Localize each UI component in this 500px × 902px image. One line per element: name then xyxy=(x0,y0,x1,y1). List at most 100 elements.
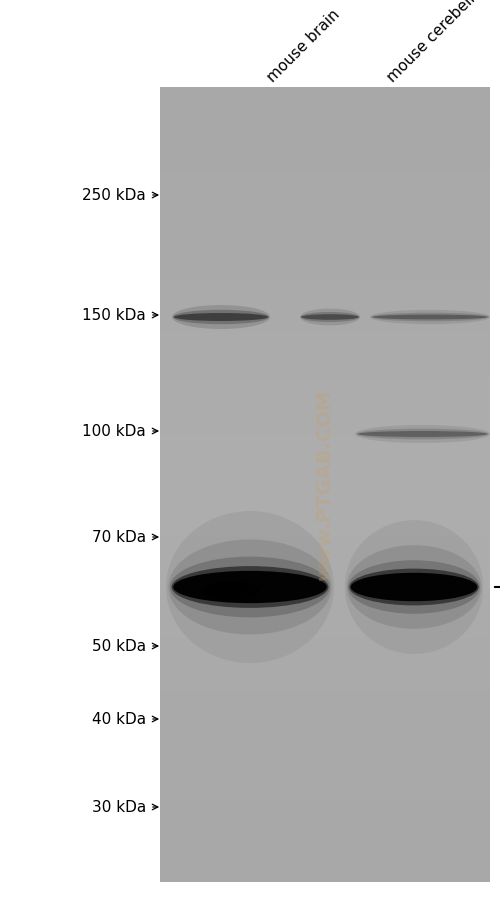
Bar xyxy=(160,577,490,581)
Bar xyxy=(160,244,490,247)
Bar xyxy=(160,336,490,340)
Bar xyxy=(160,392,490,396)
Bar xyxy=(160,289,490,292)
Bar xyxy=(160,164,490,168)
Bar xyxy=(160,810,490,814)
Bar xyxy=(160,492,490,496)
Bar xyxy=(160,209,490,213)
Bar xyxy=(160,587,490,591)
Bar xyxy=(160,434,490,437)
Bar xyxy=(160,154,490,158)
Bar xyxy=(160,283,490,287)
Bar xyxy=(160,691,490,695)
Bar xyxy=(160,305,490,308)
Bar xyxy=(160,720,490,723)
Bar xyxy=(160,112,490,115)
Bar xyxy=(160,624,490,628)
Bar xyxy=(160,664,490,667)
Bar xyxy=(160,704,490,707)
Ellipse shape xyxy=(300,313,360,323)
Bar xyxy=(160,649,490,652)
Bar xyxy=(160,754,490,758)
Ellipse shape xyxy=(358,431,488,437)
Bar xyxy=(160,281,490,284)
Bar xyxy=(160,458,490,462)
Bar xyxy=(160,373,490,377)
Bar xyxy=(160,643,490,647)
Bar xyxy=(160,466,490,470)
Text: 40 kDa: 40 kDa xyxy=(92,712,146,727)
Bar xyxy=(160,297,490,300)
Bar xyxy=(160,614,490,618)
Bar xyxy=(160,345,490,348)
Bar xyxy=(160,661,490,666)
Ellipse shape xyxy=(300,309,360,326)
Bar xyxy=(160,254,490,258)
Bar xyxy=(160,138,490,142)
Ellipse shape xyxy=(173,310,269,325)
Bar xyxy=(160,123,490,126)
Ellipse shape xyxy=(344,520,484,654)
Bar xyxy=(160,595,490,599)
Bar xyxy=(160,540,490,544)
Bar xyxy=(160,669,490,673)
Bar xyxy=(160,246,490,250)
Bar xyxy=(160,651,490,655)
Bar xyxy=(160,706,490,710)
Bar xyxy=(160,260,490,263)
Bar xyxy=(160,397,490,400)
Bar xyxy=(160,379,490,382)
Bar xyxy=(160,857,490,861)
Bar xyxy=(160,239,490,243)
Bar xyxy=(160,584,490,589)
Bar xyxy=(160,413,490,417)
Bar xyxy=(160,751,490,755)
Bar xyxy=(160,189,490,192)
Bar xyxy=(160,439,490,443)
Bar xyxy=(160,788,490,792)
Bar xyxy=(160,271,490,274)
Bar xyxy=(160,429,490,433)
Bar xyxy=(160,757,490,760)
Bar xyxy=(160,583,490,586)
Bar xyxy=(160,527,490,530)
Bar xyxy=(160,109,490,113)
Bar xyxy=(160,680,490,684)
Bar xyxy=(160,561,490,565)
Text: 250 kDa: 250 kDa xyxy=(82,189,146,203)
Bar xyxy=(160,609,490,612)
Bar xyxy=(160,286,490,290)
Bar xyxy=(160,199,490,203)
Bar xyxy=(160,265,490,269)
Bar xyxy=(160,741,490,744)
Bar xyxy=(160,773,490,777)
Bar xyxy=(160,464,490,467)
Bar xyxy=(160,450,490,454)
Bar xyxy=(160,276,490,280)
Bar xyxy=(160,511,490,514)
Bar xyxy=(160,474,490,477)
Bar xyxy=(160,334,490,337)
Bar xyxy=(160,365,490,369)
Bar xyxy=(160,622,490,626)
Bar xyxy=(160,566,490,570)
Bar xyxy=(160,400,490,403)
Bar xyxy=(160,548,490,551)
Bar xyxy=(160,603,490,607)
Bar xyxy=(160,635,490,639)
Bar xyxy=(160,172,490,176)
Bar xyxy=(160,98,490,102)
Bar xyxy=(160,328,490,332)
Bar xyxy=(160,191,490,195)
Bar xyxy=(160,252,490,255)
Bar xyxy=(160,828,490,832)
Bar xyxy=(160,572,490,575)
Bar xyxy=(160,291,490,295)
Bar xyxy=(160,701,490,704)
Bar xyxy=(160,419,490,422)
Bar xyxy=(160,93,490,97)
Text: 150 kDa: 150 kDa xyxy=(82,308,146,323)
Bar xyxy=(160,484,490,488)
Bar xyxy=(160,805,490,808)
Bar xyxy=(160,598,490,602)
